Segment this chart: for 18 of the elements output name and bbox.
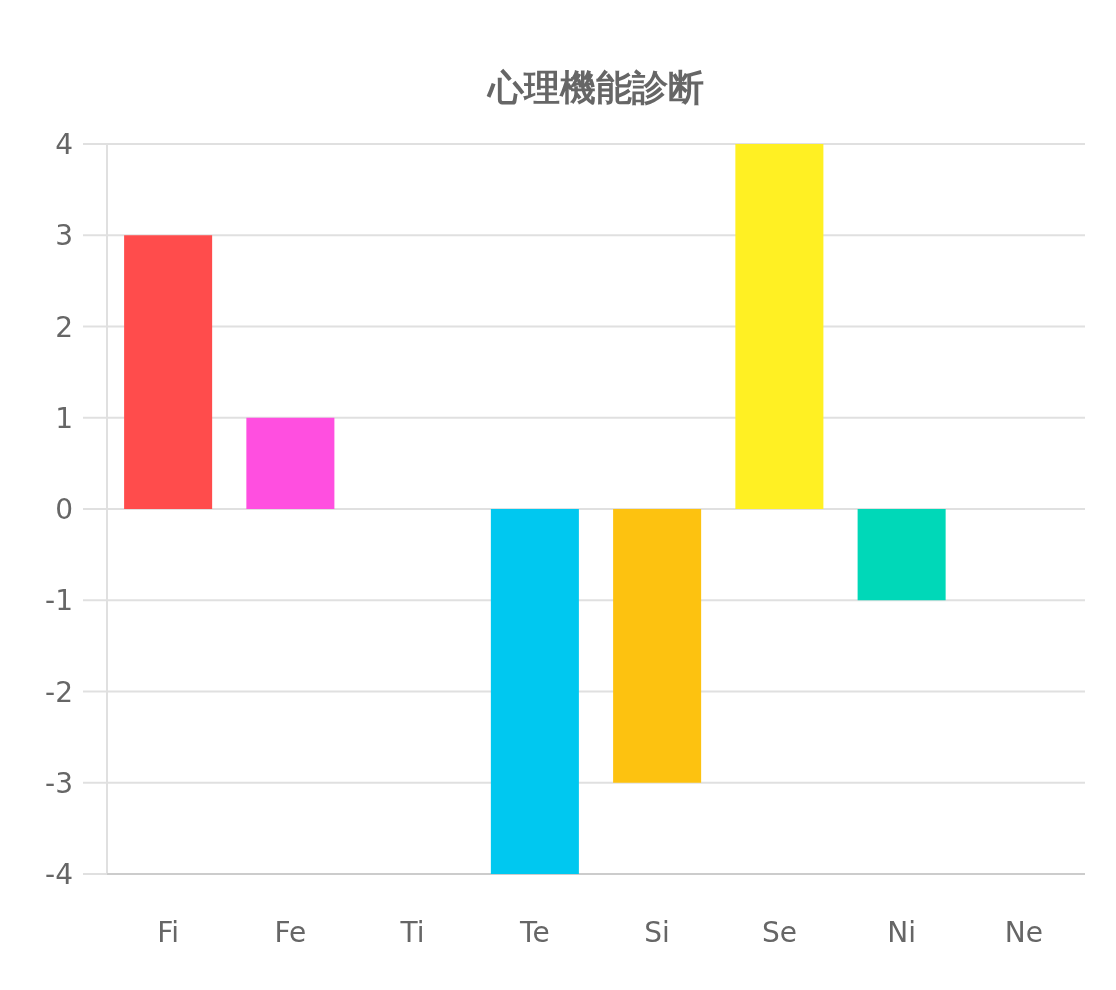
y-tick-label: -1 xyxy=(45,584,73,618)
y-tick-label: 3 xyxy=(55,219,73,253)
x-tick-label: Se xyxy=(761,916,797,949)
x-tick-label: Fe xyxy=(274,916,307,949)
y-tick-label: 0 xyxy=(55,493,73,526)
x-tick-label: Ne xyxy=(1004,916,1043,949)
x-tick-label: Si xyxy=(644,916,670,949)
y-tick-label: -4 xyxy=(45,858,73,891)
y-tick-label: 2 xyxy=(55,310,73,344)
x-tick-label: Fi xyxy=(157,916,180,949)
x-tick-label: Te xyxy=(519,916,550,949)
chart-title: 心理機能診断 xyxy=(486,67,704,108)
y-tick-label: 4 xyxy=(55,128,73,161)
y-tick-label: -3 xyxy=(45,766,73,800)
y-tick-label: -2 xyxy=(45,675,73,709)
y-tick-label: 1 xyxy=(55,401,73,435)
x-tick-label: Ti xyxy=(399,916,425,949)
x-tick-label: Ni xyxy=(887,916,916,949)
